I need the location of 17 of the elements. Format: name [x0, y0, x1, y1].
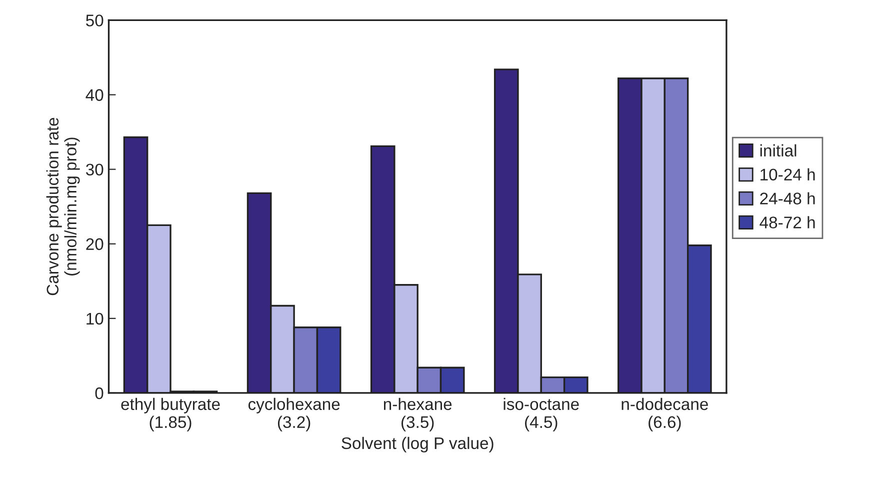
y-tick-label: 50: [86, 14, 104, 26]
y-tick-label: 40: [86, 89, 104, 101]
x-tick-label: ethyl butyrate (1.85): [121, 398, 220, 432]
y-axis-title: Carvone production rate (nmol/min.mg prot): [46, 118, 80, 296]
x-tick-label: iso-octane (4.5): [504, 398, 579, 432]
x-axis-title: Solvent (log P value): [342, 436, 494, 452]
y-tick-label: 10: [86, 312, 104, 325]
y-tick-label: 20: [86, 238, 104, 250]
legend-label: initial: [760, 144, 796, 157]
legend-label: 24-48 h: [760, 192, 815, 204]
y-tick-label: 30: [86, 164, 104, 176]
x-tick-label: n-dodecane (6.6): [622, 398, 708, 432]
legend-label: 48-72 h: [760, 216, 815, 228]
x-tick-label: cyclohexane (3.2): [248, 398, 340, 432]
legend-label: 10-24 h: [760, 168, 815, 180]
y-tick-label: 0: [95, 387, 104, 400]
x-tick-label: n-hexane (3.5): [384, 398, 452, 432]
